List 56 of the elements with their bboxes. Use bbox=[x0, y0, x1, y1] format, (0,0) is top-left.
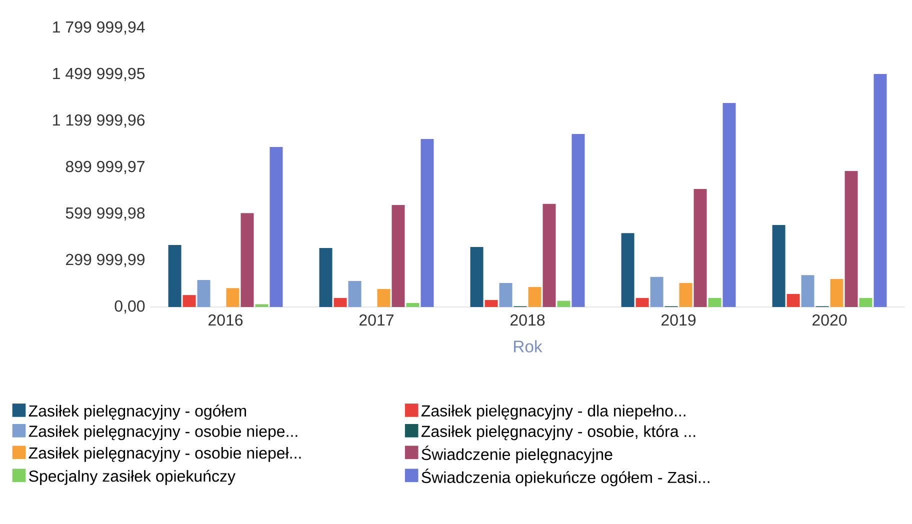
bar bbox=[377, 289, 390, 307]
bar bbox=[270, 147, 283, 307]
y-tick-label: 0,00 bbox=[114, 300, 145, 314]
legend-label: Zasiłek pielęgnacyjny - osobie, która ... bbox=[421, 425, 696, 440]
bar bbox=[197, 280, 210, 307]
bar bbox=[334, 298, 347, 307]
bar bbox=[484, 300, 498, 307]
legend-label: Zasiłek pielęgnacyjny - osobie niepeł... bbox=[28, 446, 301, 462]
bar bbox=[319, 248, 332, 307]
bar bbox=[830, 278, 844, 307]
legend-label: Świadczenie pielęgnacyjne bbox=[422, 446, 612, 464]
y-tick-label: 299 999,99 bbox=[66, 254, 144, 268]
bar bbox=[499, 282, 512, 307]
x-tick-label: 2017 bbox=[360, 314, 394, 326]
legend-label: Zasiłek pielęgnacyjny - ogółem bbox=[28, 404, 246, 420]
bar bbox=[240, 213, 254, 307]
bar bbox=[679, 282, 692, 307]
bar bbox=[859, 298, 872, 307]
y-tick-label: 1 799 999,94 bbox=[53, 21, 145, 35]
bar bbox=[621, 233, 634, 307]
legend-label: Zasiłek pielęgnacyjny - dla niepełno... bbox=[421, 404, 686, 420]
x-tick-label: 2016 bbox=[208, 314, 243, 326]
x-tick-label: 2019 bbox=[662, 314, 696, 326]
bar bbox=[636, 298, 649, 307]
legend-label: Zasiłek pielęgnacyjny - osobie niepe... bbox=[28, 425, 298, 440]
bar bbox=[844, 171, 858, 307]
bar bbox=[708, 298, 722, 307]
bar bbox=[694, 189, 707, 307]
bar bbox=[572, 134, 585, 307]
y-tick-label: 1 199 999,96 bbox=[53, 114, 145, 128]
y-tick-label: 599 999,98 bbox=[66, 207, 145, 221]
legend-label: Specjalny zasiłek opiekuńczy bbox=[29, 470, 236, 485]
bar bbox=[542, 204, 556, 307]
y-tick-label: 1 499 999,95 bbox=[53, 68, 145, 82]
bar bbox=[348, 280, 362, 307]
bar bbox=[722, 103, 736, 307]
y-tick-label: 899 999,97 bbox=[66, 160, 144, 174]
bar bbox=[528, 287, 542, 307]
bar bbox=[650, 276, 664, 307]
bar bbox=[255, 304, 268, 307]
bar bbox=[406, 302, 420, 307]
legend-label: Świadczenia opiekuńcze ogółem - Zasi... bbox=[422, 468, 710, 486]
bar bbox=[168, 245, 182, 307]
bar bbox=[392, 205, 405, 307]
x-axis-title: Rok bbox=[514, 340, 542, 352]
bar bbox=[470, 247, 484, 307]
bar bbox=[772, 225, 786, 307]
bar bbox=[182, 295, 196, 307]
bar bbox=[786, 294, 800, 307]
bar bbox=[801, 275, 814, 307]
bar bbox=[420, 138, 434, 307]
bar bbox=[874, 74, 887, 307]
bar bbox=[557, 300, 570, 307]
x-tick-label: 2018 bbox=[510, 314, 545, 326]
x-tick-label: 2020 bbox=[812, 314, 847, 326]
bar bbox=[226, 288, 240, 307]
